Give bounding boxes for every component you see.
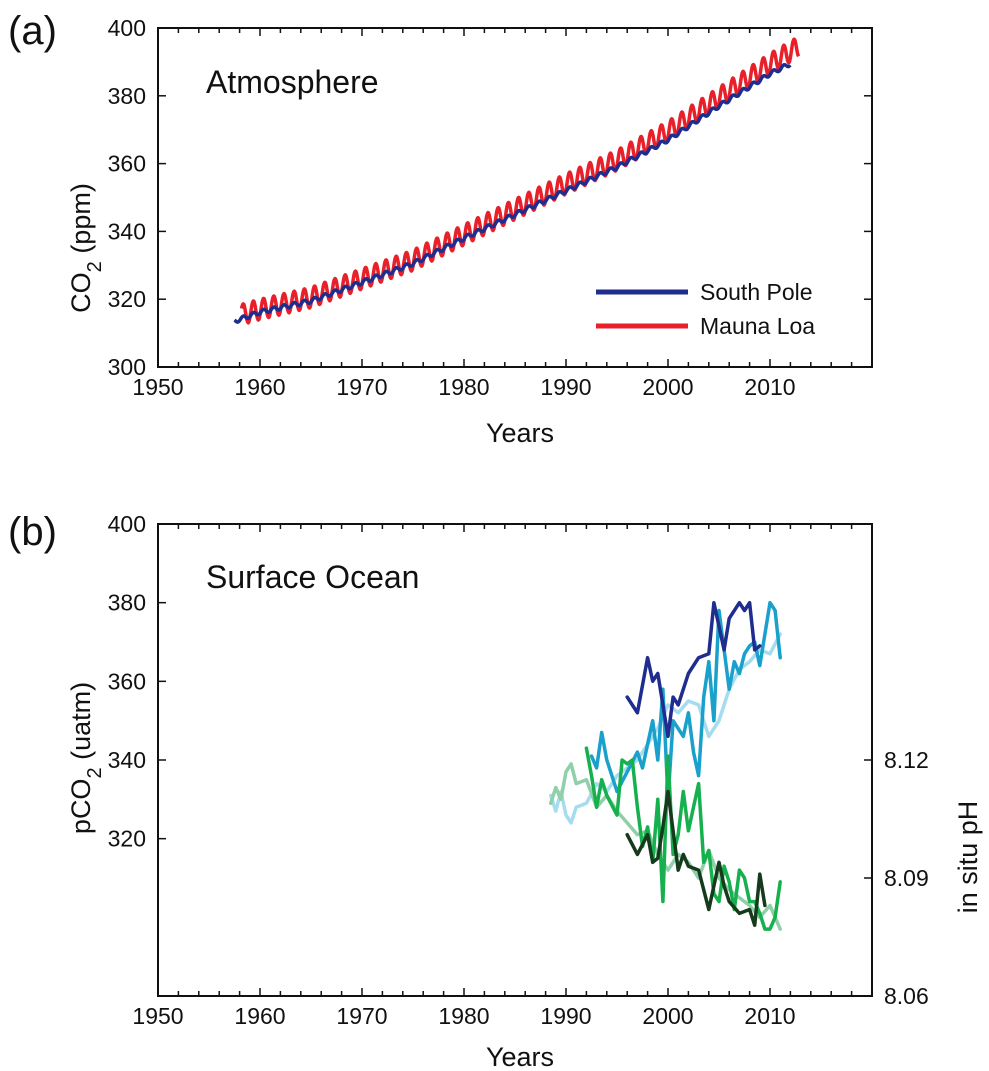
panel-a-atmosphere: (a) Atmosphere CO2 (ppm) Years South Pol… xyxy=(8,9,873,448)
panel-b-y-tick-label: 340 xyxy=(108,747,146,773)
panel-a-x-tick-label: 2000 xyxy=(642,374,693,400)
panel-b-x-tick-label: 2010 xyxy=(744,1003,795,1029)
panel-b-title: Surface Ocean xyxy=(206,559,419,595)
series-line-ph-5 xyxy=(625,789,767,927)
legend-label-mauna-loa: Mauna Loa xyxy=(700,313,815,339)
panel-a-x-tick-label: 1970 xyxy=(336,374,387,400)
panel-b-x-axis-label: Years xyxy=(486,1042,554,1071)
panel-a-y-tick-label: 360 xyxy=(108,151,146,177)
panel-b-letter: (b) xyxy=(8,510,57,554)
panel-b-x-tick-label: 1960 xyxy=(234,1003,285,1029)
panel-a-plot-frame xyxy=(157,27,873,368)
panel-a-x-tick-label: 1950 xyxy=(132,374,183,400)
panel-a-y-tick-label: 400 xyxy=(108,15,146,41)
series-line-pco2-1 xyxy=(589,600,782,802)
panel-a-y-axis-label: CO2 (ppm) xyxy=(66,183,106,313)
series-line-ph-4 xyxy=(584,746,782,931)
panel-b-x-tick-label: 1980 xyxy=(438,1003,489,1029)
panel-a-series-group xyxy=(233,37,801,325)
panel-b-x-tick-label: 1970 xyxy=(336,1003,387,1029)
series-line-pco2-0 xyxy=(625,600,762,739)
panel-b-x-tick-label: 1990 xyxy=(540,1003,591,1029)
panel-a-y-tick-label: 300 xyxy=(108,354,146,380)
panel-a-letter: (a) xyxy=(8,9,57,53)
panel-a-x-tick-label: 1960 xyxy=(234,374,285,400)
series-line-mauna-loa xyxy=(239,37,801,325)
panel-b-y2-tick-label: 8.09 xyxy=(884,865,929,891)
panel-a-title: Atmosphere xyxy=(206,64,379,100)
panel-a-x-tick-label: 1990 xyxy=(540,374,591,400)
panel-b-y2-axis-label: in situ pH xyxy=(953,801,983,914)
panel-a-x-tick-label: 1980 xyxy=(438,374,489,400)
panel-a-x-tick-label: 2010 xyxy=(744,374,795,400)
panel-a-axes: 1950 1960 1970 1980 1990 2000 2010 300 320 340 360… xyxy=(108,15,873,400)
panel-b-y-axis-label: pCO2 (uatm) xyxy=(66,682,106,834)
panel-b-y-tick-label: 360 xyxy=(108,668,146,694)
panel-b-axes: 1950 1960 1970 1980 1990 2000 2010 320 340 360 380… xyxy=(108,511,929,1029)
panel-a-y-tick-label: 340 xyxy=(108,218,146,244)
panel-b-y-tick-label: 320 xyxy=(108,826,146,852)
legend-label-south-pole: South Pole xyxy=(700,279,813,305)
panel-b-y-tick-label: 400 xyxy=(108,511,146,537)
series-line-south-pole xyxy=(233,62,792,324)
panel-a-y-tick-label: 320 xyxy=(108,286,146,312)
panel-b-x-tick-label: 1950 xyxy=(132,1003,183,1029)
panel-a-y-tick-label: 380 xyxy=(108,83,146,109)
panel-b-series-group xyxy=(548,600,782,931)
panel-b-x-tick-label: 2000 xyxy=(642,1003,693,1029)
panel-b-surface-ocean: (b) Surface Ocean pCO2 (uatm) in situ pH… xyxy=(8,510,983,1071)
panel-b-y2-tick-label: 8.06 xyxy=(884,983,929,1009)
panel-a-legend: South Pole Mauna Loa xyxy=(596,279,815,339)
panel-b-y-tick-label: 380 xyxy=(108,590,146,616)
panel-b-y2-tick-label: 8.12 xyxy=(884,747,929,773)
panel-a-x-axis-label: Years xyxy=(486,418,554,448)
